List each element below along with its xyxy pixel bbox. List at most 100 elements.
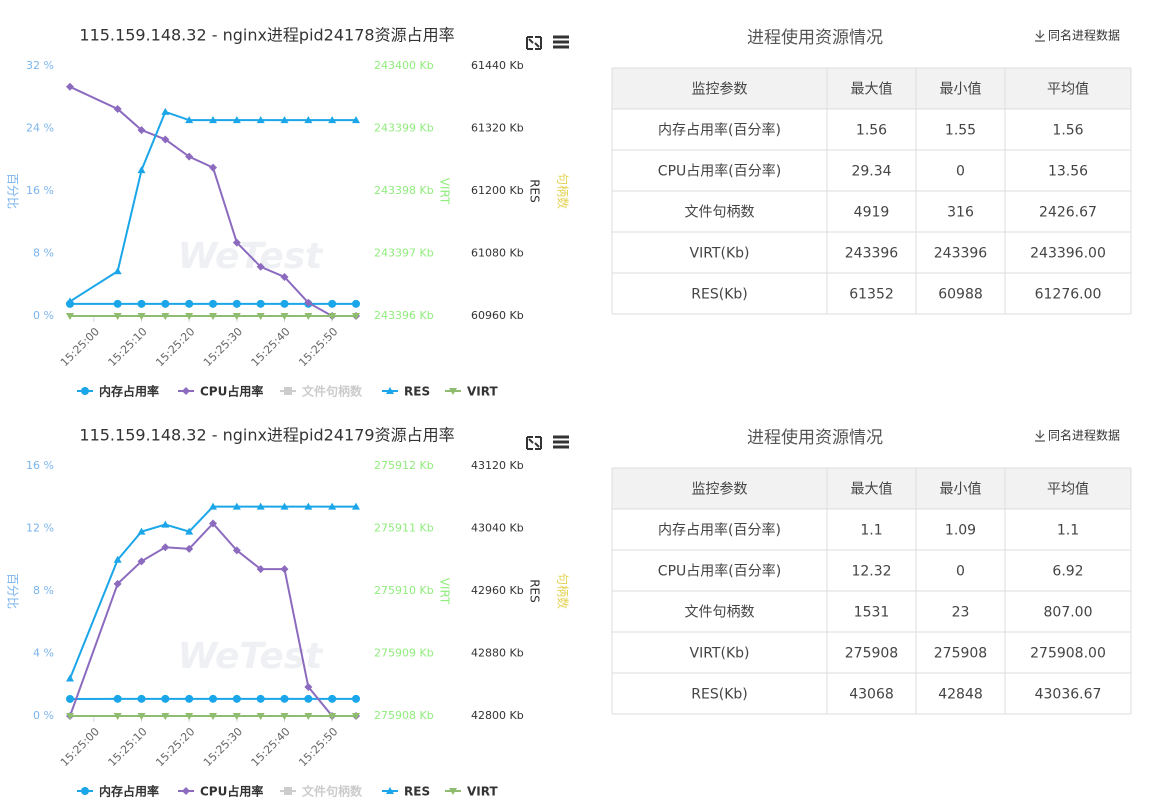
marker <box>137 166 146 174</box>
y-tick-label: 275909 Kb <box>374 647 434 660</box>
series-line <box>69 110 356 303</box>
link[interactable]: 同名进程数据 <box>1048 428 1120 443</box>
marker <box>209 694 217 703</box>
legend-marker <box>182 387 190 395</box>
x-tick-label: 15:25:40 <box>249 725 293 769</box>
menu-icon[interactable] <box>553 435 569 449</box>
cell: 807.00 <box>1044 605 1093 621</box>
legend-label: CPU占用率 <box>200 784 263 799</box>
cell: RES(Kb) <box>691 287 747 303</box>
marker <box>304 313 313 320</box>
marker <box>66 82 74 91</box>
marker <box>232 313 241 320</box>
cell: 243396 <box>845 246 899 262</box>
cell: 316 <box>947 205 974 221</box>
chart-panel: 115.159.148.32 - nginx进程pid24178资源占用率WeT… <box>6 26 571 399</box>
series-line <box>69 522 356 717</box>
cell: 1.55 <box>945 123 976 139</box>
legend-label: VIRT <box>467 385 498 399</box>
legend-label: 文件句柄数 <box>302 784 363 799</box>
cell: 43068 <box>849 687 894 703</box>
menu-icon[interactable] <box>553 35 569 49</box>
marker <box>304 713 313 720</box>
marker <box>137 713 146 720</box>
header-bg <box>612 68 1131 109</box>
y-tick-label: 42880 Kb <box>471 647 524 660</box>
cell: 1.56 <box>1052 123 1083 139</box>
cell: 61352 <box>849 287 894 303</box>
marker <box>256 565 265 574</box>
marker <box>232 238 241 247</box>
link[interactable]: 同名进程数据 <box>1048 28 1120 43</box>
legend-item[interactable]: VIRT <box>445 385 498 399</box>
legend-item[interactable]: 内存占用率 <box>77 784 159 799</box>
legend-item[interactable]: RES <box>382 785 430 799</box>
table-title: 进程使用资源情况 <box>747 427 883 448</box>
fullscreen-icon[interactable] <box>526 436 542 450</box>
marker <box>280 299 289 308</box>
legend-item[interactable]: 文件句柄数 <box>280 384 363 399</box>
y-tick-label: 275910 Kb <box>374 584 434 597</box>
legend-item[interactable]: CPU占用率 <box>178 384 263 399</box>
marker <box>137 126 146 135</box>
header-cell: 监控参数 <box>692 481 748 498</box>
marker <box>256 116 265 124</box>
legend-item[interactable]: VIRT <box>445 785 498 799</box>
marker <box>328 299 337 308</box>
cell: VIRT(Kb) <box>690 246 750 262</box>
x-tick-label: 15:25:10 <box>106 325 150 369</box>
y-tick-label: 42800 Kb <box>471 709 524 722</box>
cell: 1531 <box>854 605 890 621</box>
cell: 1.1 <box>860 523 882 539</box>
y-tick-label: 61320 Kb <box>471 122 524 135</box>
cell: 61276.00 <box>1035 287 1102 303</box>
legend-item[interactable]: 文件句柄数 <box>280 784 363 799</box>
marker <box>161 520 170 528</box>
toolbar <box>526 35 569 450</box>
marker <box>232 694 241 703</box>
marker <box>352 313 360 320</box>
legend-item[interactable]: RES <box>382 385 430 399</box>
marker <box>209 299 217 308</box>
marker <box>328 116 337 124</box>
y-tick-label: 243396 Kb <box>374 309 434 322</box>
legend-marker <box>81 387 89 395</box>
legend-item[interactable]: CPU占用率 <box>178 784 263 799</box>
legend-marker <box>449 388 457 395</box>
marker <box>280 713 289 720</box>
marker <box>304 694 313 703</box>
axis-title: 句柄数 <box>556 173 571 209</box>
header-cell: 最小值 <box>940 482 982 498</box>
legend-label: RES <box>404 785 430 799</box>
y-tick-label: 61080 Kb <box>471 247 524 260</box>
x-tick-label: 15:25:30 <box>201 725 245 769</box>
cell: 243396 <box>934 246 988 262</box>
marker <box>280 272 289 281</box>
cell: CPU占用率(百分率) <box>658 163 781 180</box>
axis-title: 百分比 <box>6 173 20 209</box>
chart-tools <box>526 35 569 50</box>
legend-marker <box>182 787 190 795</box>
table-title: 进程使用资源情况 <box>747 27 883 48</box>
legend-label: VIRT <box>467 785 498 799</box>
download-icon <box>1035 430 1045 442</box>
cell: 内存占用率(百分率) <box>658 522 781 539</box>
x-tick-label: 15:25:00 <box>58 325 102 369</box>
y-tick-label: 42960 Kb <box>471 584 524 597</box>
marker <box>185 116 194 124</box>
fullscreen-icon[interactable] <box>526 36 542 50</box>
marker <box>185 544 194 553</box>
legend-label: 文件句柄数 <box>302 384 363 399</box>
cell: 42848 <box>938 687 983 703</box>
y-tick-label: 43120 Kb <box>471 459 524 472</box>
legend-item[interactable]: 内存占用率 <box>77 384 159 399</box>
chart-panel: 115.159.148.32 - nginx进程pid24179资源占用率WeT… <box>6 426 571 799</box>
y-tick-label: 243398 Kb <box>374 184 434 197</box>
series-line <box>69 85 356 317</box>
cell: 275908 <box>845 646 898 662</box>
chart-title: 115.159.148.32 - nginx进程pid24179资源占用率 <box>79 426 454 445</box>
legend-marker <box>284 387 292 395</box>
y-tick-label: 32 % <box>26 59 54 72</box>
marker <box>304 116 313 124</box>
marker <box>304 682 313 691</box>
